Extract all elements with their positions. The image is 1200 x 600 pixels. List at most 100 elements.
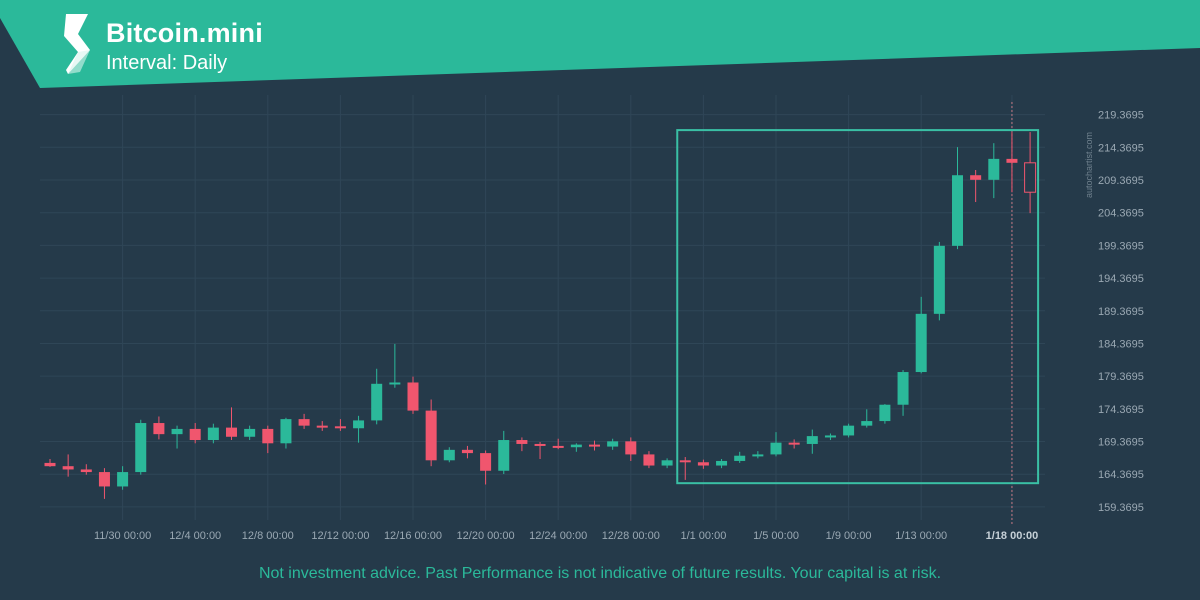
y-tick-label: 209.3695 <box>1098 175 1144 187</box>
candle <box>770 432 782 457</box>
candle <box>988 143 1000 199</box>
x-tick-label: 12/16 00:00 <box>384 530 442 542</box>
candle <box>334 419 346 431</box>
x-tick-label: 1/1 00:00 <box>680 530 726 542</box>
y-tick-label: 189.3695 <box>1098 306 1144 318</box>
candle-body <box>806 436 818 444</box>
x-tick-label: 1/13 00:00 <box>895 530 947 542</box>
candle-body <box>861 421 873 426</box>
candle <box>389 343 401 388</box>
candle-body <box>824 435 836 438</box>
candle <box>353 415 365 443</box>
y-tick-label: 199.3695 <box>1098 240 1144 252</box>
autochartist-logo-icon <box>64 14 90 74</box>
candle <box>734 451 746 463</box>
candle-body <box>679 460 691 463</box>
candle-body <box>117 472 129 487</box>
candle-body <box>607 441 619 447</box>
candle <box>371 368 383 425</box>
candle-body <box>589 444 600 447</box>
candle <box>407 376 419 414</box>
candle <box>589 440 600 451</box>
x-tick-label: 12/8 00:00 <box>242 530 294 542</box>
candle-body <box>353 420 365 429</box>
candle <box>98 468 110 499</box>
candle <box>1024 132 1037 214</box>
candle-body <box>171 428 183 435</box>
candle <box>570 443 582 452</box>
y-axis-labels: 159.3695 164.3695 169.3695 174.3695 179.3695… <box>1098 110 1144 514</box>
candle <box>117 466 129 490</box>
candle-body <box>153 423 165 435</box>
candle-body <box>98 472 110 487</box>
x-tick-label: 12/24 00:00 <box>529 530 587 542</box>
candle <box>552 438 564 450</box>
y-tick-label: 179.3695 <box>1098 371 1144 383</box>
candle <box>915 296 927 374</box>
candle <box>716 458 728 469</box>
candle-body <box>952 175 963 246</box>
candle-body <box>407 382 419 411</box>
candle <box>788 439 800 449</box>
candle-body <box>1006 158 1018 163</box>
candles-layer <box>44 132 1037 499</box>
x-tick-label: 1/9 00:00 <box>826 530 872 542</box>
candle-body <box>716 460 728 466</box>
candle <box>480 450 492 485</box>
candle-body <box>80 469 92 473</box>
candle <box>207 423 219 444</box>
banner-shape <box>0 0 1200 88</box>
candle <box>443 447 455 463</box>
candle <box>752 451 764 459</box>
candle <box>298 413 310 429</box>
candle <box>498 430 510 475</box>
candle-body <box>770 442 782 455</box>
candle-body <box>933 245 945 314</box>
candle <box>933 241 945 321</box>
grid-lines <box>40 95 1045 525</box>
interval-label: Interval: Daily <box>106 52 228 74</box>
candle-body <box>316 425 328 428</box>
candle <box>516 437 528 452</box>
candle <box>607 438 619 450</box>
candle-body <box>625 441 637 455</box>
candle <box>425 399 437 467</box>
candle-body <box>262 428 274 444</box>
candle <box>316 421 328 431</box>
candle-body <box>480 453 492 471</box>
candle-body <box>298 419 310 426</box>
header-banner <box>0 0 1200 88</box>
pattern-box <box>676 129 1040 485</box>
candle-body <box>280 419 292 444</box>
candle <box>171 425 183 449</box>
candle-body <box>425 410 437 461</box>
candle <box>534 441 546 459</box>
candle <box>843 423 855 438</box>
y-tick-label: 204.3695 <box>1098 208 1144 220</box>
candle <box>189 423 201 444</box>
candle-body <box>207 427 219 441</box>
candle-body <box>897 372 909 405</box>
x-tick-label: 11/30 00:00 <box>94 530 151 542</box>
candle <box>62 454 74 477</box>
pattern-box-layer <box>676 129 1040 485</box>
candle-body <box>970 175 982 180</box>
watermark-text: autochartist.com <box>1084 132 1094 198</box>
y-tick-label: 219.3695 <box>1098 110 1144 122</box>
candle-body <box>697 462 709 466</box>
candle <box>44 458 56 467</box>
candle <box>806 429 818 454</box>
candle-body <box>988 158 1000 180</box>
y-tick-label: 214.3695 <box>1098 142 1144 154</box>
candle <box>643 451 655 469</box>
disclaimer-text: Not investment advice. Past Performance … <box>258 565 942 582</box>
candle-body <box>643 454 655 466</box>
candle <box>679 457 691 480</box>
candle <box>824 433 836 441</box>
candle-body <box>62 466 74 470</box>
candle <box>135 419 147 475</box>
candle-body <box>734 455 746 461</box>
candle-body <box>44 462 56 467</box>
x-tick-label: 12/20 00:00 <box>457 530 515 542</box>
